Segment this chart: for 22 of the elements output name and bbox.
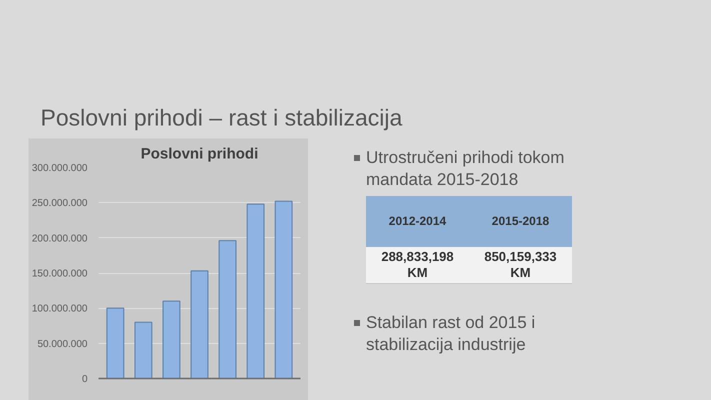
bar [274,200,293,378]
bar [106,308,124,378]
y-tick-label: 300.000.000 [32,163,88,174]
y-tick-label: 50.000.000 [37,338,88,350]
bar [246,204,265,378]
text: Utrostručeni prihodi tokom mandata 2015-2018 [366,147,566,191]
bar [190,270,208,378]
table-header-cell: 2015-2018 [469,196,572,247]
y-tick-label: 250.000.000 [32,198,88,210]
table-header-cell: 2012-2014 [366,196,469,247]
bar [134,322,152,378]
text: Stabilan rast od 2015 i stabilizacija industrije [366,312,536,356]
table-cell: 850,159,333 KM [469,247,572,284]
chart-title: Poslovni prihodi – rast i stabilizacija [40,104,402,130]
chart-subtitle: Poslovni prihodi [140,146,258,162]
y-tick-label: 150.000.000 [32,268,88,280]
y-tick-label: 100.000.000 [32,304,88,315]
table-cell: 288,833,198 KM [366,247,469,284]
y-tick-label: 0 [82,374,88,385]
bar [218,240,236,378]
bar [162,300,180,378]
y-tick-label: 200.000.000 [32,233,88,244]
